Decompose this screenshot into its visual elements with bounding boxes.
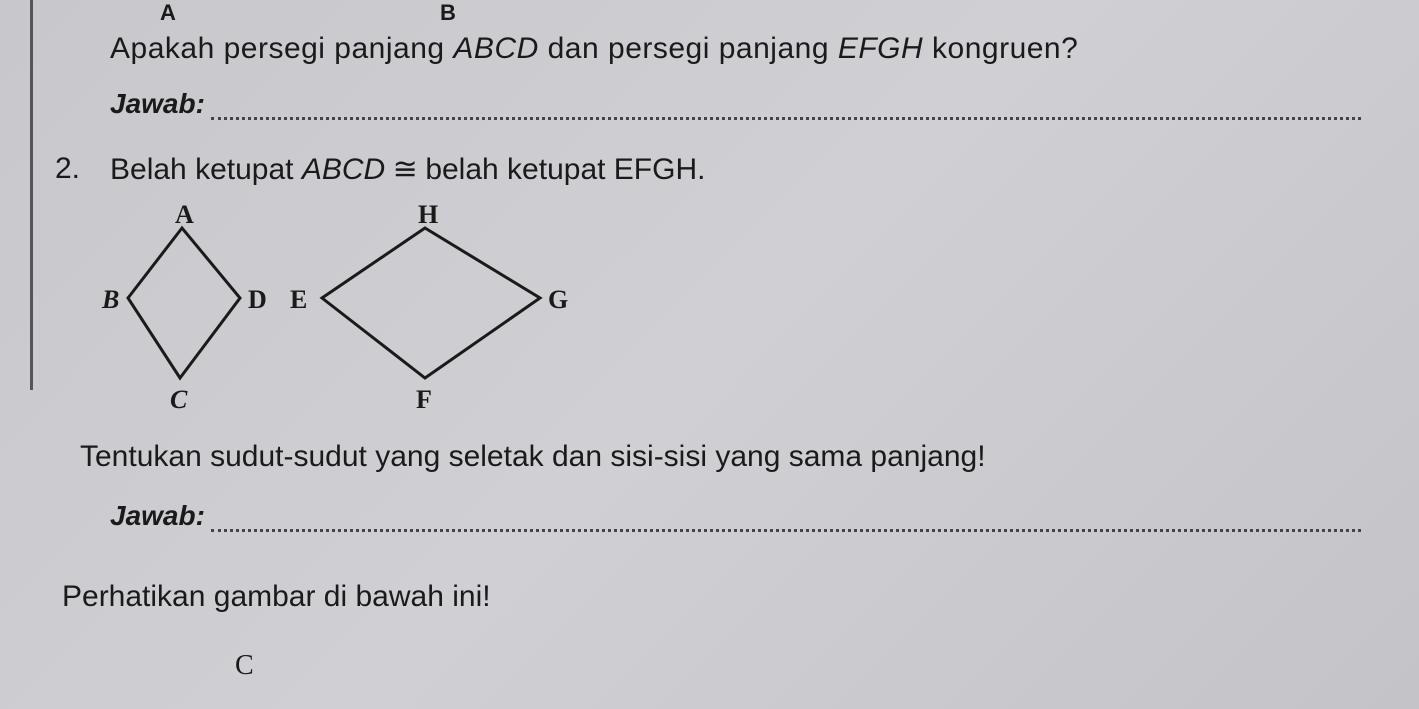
q1-abcd: ABCD: [453, 32, 538, 65]
q2-number: 2.: [55, 152, 80, 186]
q1-text: Apakah persegi panjang ABCD dan persegi …: [110, 32, 1078, 66]
q1-text-before: Apakah persegi panjang: [110, 32, 453, 65]
vertex-h: H: [418, 200, 438, 230]
vertex-g: G: [548, 285, 568, 315]
margin-line: [30, 0, 33, 390]
jawab-label-2: Jawab:: [110, 500, 205, 531]
q1-text-mid: dan persegi panjang: [539, 32, 838, 65]
q2-instruction: Tentukan sudut-sudut yang seletak dan si…: [80, 440, 986, 474]
q2-jawab: Jawab:: [110, 500, 1361, 532]
q1-text-after: kongruen?: [923, 32, 1078, 65]
q3-label-c: C: [235, 650, 254, 682]
congruent-symbol: ≅: [385, 153, 425, 186]
q2-text-after: belah ketupat EFGH.: [425, 153, 705, 186]
q3-perhatikan: Perhatikan gambar di bawah ini!: [62, 580, 491, 614]
jawab-label-1: Jawab:: [110, 88, 205, 119]
vertex-c: C: [170, 385, 187, 415]
vertex-d: D: [248, 285, 267, 315]
rhombus-efgh-shape: [322, 228, 540, 378]
q1-efgh: EFGH: [838, 32, 923, 65]
top-label-b: B: [440, 0, 456, 26]
page-content: A B Apakah persegi panjang ABCD dan pers…: [0, 0, 1419, 709]
rhombus-diagrams: A B C D E F G H: [90, 200, 690, 420]
q2-abcd: ABCD: [302, 153, 385, 186]
q1-jawab: Jawab:: [110, 88, 1361, 120]
rhombus-abcd-shape: [128, 228, 240, 378]
vertex-f: F: [416, 385, 432, 415]
answer-line-1: [211, 102, 1361, 120]
vertex-a: A: [175, 200, 194, 230]
vertex-b: B: [102, 285, 119, 315]
q2-text: Belah ketupat ABCD ≅ belah ketupat EFGH.: [110, 152, 705, 187]
answer-line-2: [211, 514, 1361, 532]
q2-text-before: Belah ketupat: [110, 153, 302, 186]
vertex-e: E: [290, 285, 307, 315]
top-label-a: A: [160, 0, 176, 26]
